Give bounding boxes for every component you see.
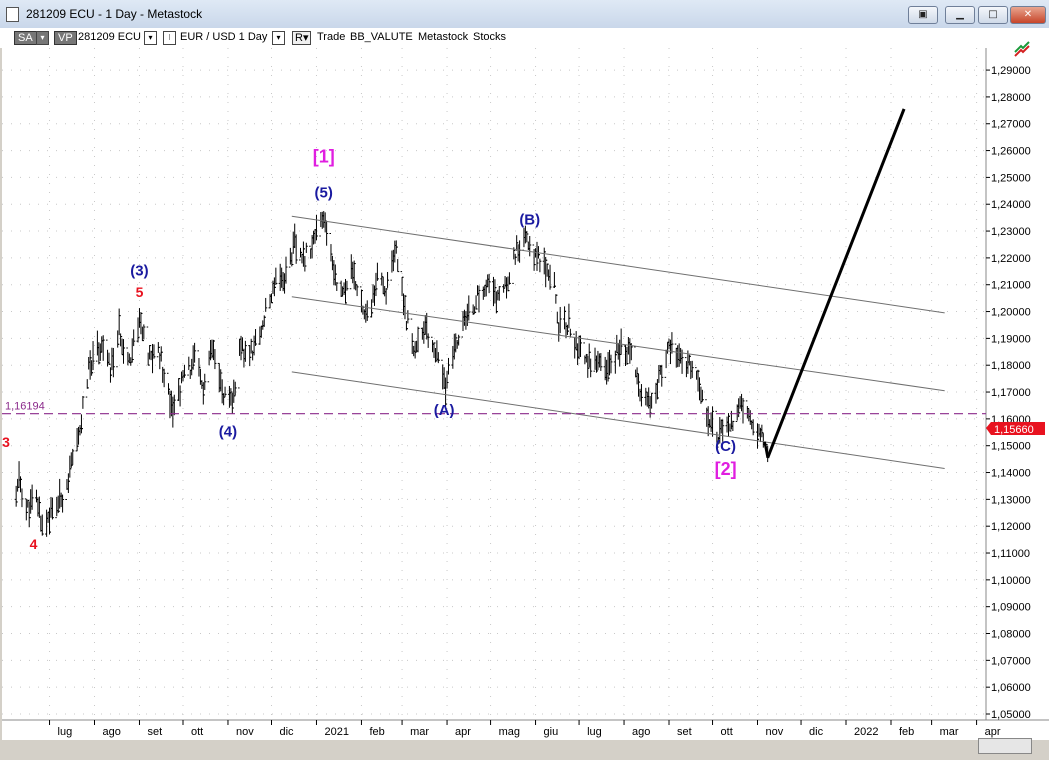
x-tick-label: dic (809, 726, 824, 738)
vp-button[interactable]: VP (54, 31, 77, 45)
x-tick-label: feb (369, 726, 384, 738)
y-tick-label: 1,15000 (991, 441, 1031, 453)
bb-value-label[interactable]: BB_VALUTE (350, 31, 413, 43)
y-tick-label: 1,09000 (991, 602, 1031, 614)
x-tick-label: 2021 (324, 726, 348, 738)
sa-button[interactable]: SA (14, 31, 37, 45)
support-level-label: 1,16194 (5, 401, 45, 413)
y-tick-label: 1,22000 (991, 253, 1031, 265)
x-tick-label: mar (410, 726, 429, 738)
minimize-icon[interactable]: ▁ (945, 6, 975, 24)
security-label: EUR / USD 1 Day (180, 31, 268, 43)
y-tick-label: 1,27000 (991, 119, 1031, 131)
x-tick-label: ago (632, 726, 650, 738)
wave-label: (4) (219, 423, 237, 440)
x-tick-label: apr (985, 726, 1001, 738)
x-tick-label: 2022 (854, 726, 878, 738)
wave-label: 3 (2, 434, 10, 450)
symbol-label: 281209 ECU (78, 31, 141, 43)
y-tick-label: 1,18000 (991, 360, 1031, 372)
x-tick-label: lug (58, 726, 73, 738)
window-title: 281209 ECU - 1 Day - Metastock (26, 7, 203, 21)
security-icon[interactable]: ⁝ (163, 31, 176, 45)
symbol-dropdown-icon[interactable]: ▾ (144, 31, 157, 45)
y-tick-label: 1,17000 (991, 387, 1031, 399)
trade-label[interactable]: Trade (317, 31, 346, 43)
x-tick-label: mag (499, 726, 520, 738)
y-tick-label: 1,06000 (991, 682, 1031, 694)
close-icon[interactable]: ✕ (1010, 6, 1046, 24)
y-tick-label: 1,20000 (991, 307, 1031, 319)
y-tick-label: 1,23000 (991, 226, 1031, 238)
horizontal-scrollbar[interactable] (978, 738, 1032, 754)
x-tick-label: dic (279, 726, 294, 738)
restore-icon[interactable]: ▣ (908, 6, 938, 24)
y-tick-label: 1,25000 (991, 172, 1031, 184)
y-tick-label: 1,08000 (991, 629, 1031, 641)
channel-line[interactable] (291, 215, 945, 314)
sa-dropdown-icon[interactable]: ▾ (36, 31, 49, 45)
wave-label: (3) (130, 262, 148, 279)
plot-area (2, 48, 986, 720)
y-tick-label: 1,07000 (991, 655, 1031, 667)
x-tick-label: nov (766, 726, 784, 738)
x-tick-label: mar (940, 726, 959, 738)
y-tick-label: 1,19000 (991, 333, 1031, 345)
wave-label: [1] (313, 147, 335, 167)
period-dropdown-icon[interactable]: ▾ (272, 31, 285, 45)
y-tick-label: 1,21000 (991, 280, 1031, 292)
x-tick-label: giu (544, 726, 559, 738)
chart-toolbar: SA ▾ VP 281209 ECU ▾ ⁝ EUR / USD 1 Day ▾… (0, 28, 1049, 48)
wave-label: [2] (715, 459, 737, 479)
x-tick-label: set (677, 726, 692, 738)
y-axis-panel (986, 48, 1049, 720)
y-tick-label: 1,24000 (991, 199, 1031, 211)
r-button-label: R (295, 32, 303, 44)
y-tick-label: 1,29000 (991, 65, 1031, 77)
projection-line[interactable] (766, 108, 906, 459)
y-tick-label: 1,28000 (991, 92, 1031, 104)
x-tick-label: apr (455, 726, 471, 738)
x-tick-label: nov (236, 726, 254, 738)
chart-window-icon (6, 7, 19, 22)
x-axis-ticks: lug ago set ott nov dic 2021 feb mar apr mag giu lug… (49, 720, 1001, 738)
y-axis-ticks: 1,29000 1,28000 1,27000 1,26000 1,25000 1,240… (986, 65, 1045, 721)
last-price-marker (986, 421, 1045, 435)
wave-label: 4 (30, 536, 38, 552)
x-axis-panel (2, 720, 1049, 740)
metastock-label[interactable]: Metastock (418, 31, 469, 43)
projection-stem (763, 441, 769, 459)
stocks-label[interactable]: Stocks (473, 31, 507, 43)
chart-overlays: 1,16194 (2, 108, 986, 470)
y-tick-label: 1,10000 (991, 575, 1031, 587)
trading-icon[interactable] (1014, 41, 1030, 57)
last-price-label: 1,15660 (994, 424, 1034, 436)
channel-line[interactable] (291, 371, 945, 470)
wave-label: (A) (434, 402, 455, 419)
price-bars (14, 211, 770, 537)
wave-label: 5 (136, 284, 144, 300)
x-tick-label: lug (587, 726, 602, 738)
y-tick-label: 1,26000 (991, 146, 1031, 158)
x-tick-label: set (147, 726, 162, 738)
y-tick-label: 1,14000 (991, 468, 1031, 480)
x-tick-label: ott (191, 726, 203, 738)
r-button[interactable]: R▾ (292, 31, 312, 45)
y-tick-label: 1,13000 (991, 494, 1031, 506)
channel-line[interactable] (291, 296, 945, 392)
wave-label: (B) (519, 211, 540, 228)
y-tick-label: 1,12000 (991, 521, 1031, 533)
y-tick-label: 1,11000 (991, 548, 1030, 560)
wave-labels: [1] (5) (3) 5 (4) (B) (A) (C) [2] 3 4 (2, 147, 736, 552)
x-tick-label: ago (102, 726, 120, 738)
wave-label: (C) (715, 438, 736, 455)
wave-label: (5) (315, 185, 333, 202)
y-tick-label: 1,05000 (991, 709, 1031, 721)
x-tick-label: feb (899, 726, 914, 738)
maximize-icon[interactable]: □ (978, 6, 1008, 24)
x-tick-label: ott (721, 726, 733, 738)
